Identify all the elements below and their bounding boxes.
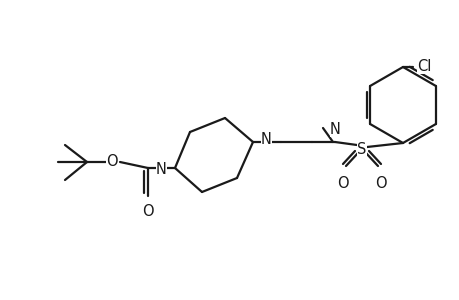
Text: N: N bbox=[156, 163, 167, 178]
Text: Cl: Cl bbox=[416, 58, 431, 74]
Text: O: O bbox=[336, 176, 348, 191]
Text: O: O bbox=[142, 204, 153, 219]
Text: O: O bbox=[375, 176, 386, 191]
Text: N: N bbox=[329, 122, 340, 137]
Text: O: O bbox=[106, 154, 118, 169]
Text: N: N bbox=[260, 131, 271, 146]
Text: S: S bbox=[357, 142, 366, 157]
